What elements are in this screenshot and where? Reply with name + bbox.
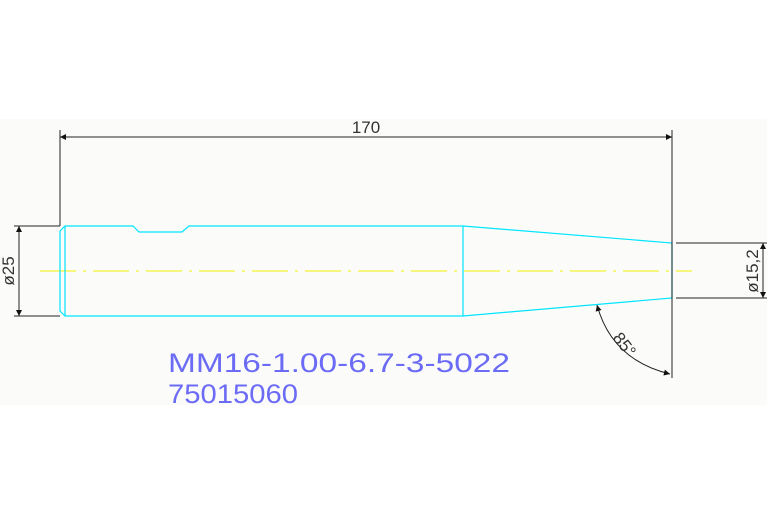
small-diameter-dimension (676, 242, 767, 299)
part-number-note: 75015060 (168, 379, 298, 409)
large-diameter-label: ø25 (0, 256, 18, 285)
part-code-note: MM16-1.00-6.7-3-5022 (168, 348, 510, 378)
length-dimension (59, 130, 673, 378)
length-dimension-label: 170 (352, 118, 380, 137)
angle-dimension-arc (595, 304, 671, 376)
small-diameter-label: ø15,2 (743, 249, 762, 292)
large-diameter-dimension (14, 225, 60, 317)
